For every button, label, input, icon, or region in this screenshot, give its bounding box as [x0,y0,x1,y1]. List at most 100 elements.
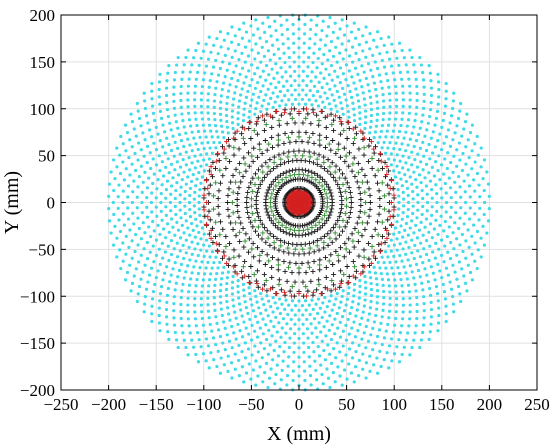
data-point [438,177,442,182]
data-point [300,172,306,178]
data-point [384,72,388,76]
data-point [276,306,280,310]
data-point [266,314,270,318]
data-point [371,326,375,330]
data-point [317,132,323,138]
series-2 [211,115,387,290]
data-point [356,185,362,191]
data-point [316,282,322,288]
data-point [249,377,253,381]
data-point [209,50,213,54]
data-point [324,334,328,338]
data-point [236,214,242,220]
data-point [256,214,262,220]
data-point [166,330,170,334]
data-point [203,71,207,75]
data-point [427,258,431,263]
data-point [184,251,188,255]
data-point [297,374,301,378]
data-point [401,111,405,115]
data-point [358,128,364,134]
data-point [353,268,359,274]
data-point [204,200,210,205]
data-point [121,241,125,245]
data-point [186,175,190,179]
data-point [395,303,399,307]
data-point [201,207,207,213]
data-point [398,242,402,246]
data-point [479,165,483,169]
data-point [340,228,346,234]
data-point [328,385,332,390]
data-point [267,168,273,174]
data-point [375,232,381,238]
data-point [392,146,396,151]
data-point [297,308,301,312]
data-point [263,239,269,245]
data-point [367,312,371,316]
data-point [213,283,217,287]
data-point [181,157,185,162]
data-point [347,362,351,366]
data-point [227,159,233,165]
data-point [123,278,128,282]
data-point [225,276,230,280]
data-point [231,135,237,141]
data-point [395,181,399,185]
data-point [476,153,480,157]
data-point [387,92,392,96]
data-point [331,371,335,375]
data-point [207,117,211,121]
data-point [360,316,364,320]
data-point [388,303,392,307]
data-point [308,88,312,93]
data-point [169,184,174,188]
data-point [318,95,322,99]
data-point [264,308,268,312]
data-point [356,99,361,103]
data-point [139,277,143,281]
data-point [176,255,180,259]
data-point [187,324,191,328]
data-point [256,81,260,85]
data-point [150,297,155,301]
data-point [127,245,131,249]
data-point [288,177,294,183]
data-point [440,196,444,200]
data-point [239,308,243,312]
data-point [237,358,241,363]
data-point [244,306,248,310]
data-point [223,165,229,171]
data-point [412,63,416,67]
data-point [274,315,278,320]
data-point [393,226,398,230]
data-point [342,240,348,246]
data-point [412,256,416,261]
data-point [237,239,243,245]
data-point [270,144,276,150]
data-point [236,278,240,283]
data-point [309,230,315,236]
data-point [313,359,317,363]
data-point [264,361,269,366]
data-point [391,330,395,334]
data-point [379,364,383,369]
data-point [397,230,401,235]
data-point [439,214,443,218]
data-point [279,66,283,70]
data-point [421,78,426,82]
data-point [325,242,331,248]
data-point [350,259,356,265]
data-point [328,15,332,20]
data-point [176,345,180,350]
data-point [181,331,185,335]
data-point [425,273,429,277]
data-point [333,332,337,336]
data-point [186,84,190,88]
data-point [354,314,358,318]
data-point [391,71,395,75]
data-point [210,151,215,155]
data-point [420,120,424,124]
data-point [139,164,143,168]
data-point [184,150,188,154]
